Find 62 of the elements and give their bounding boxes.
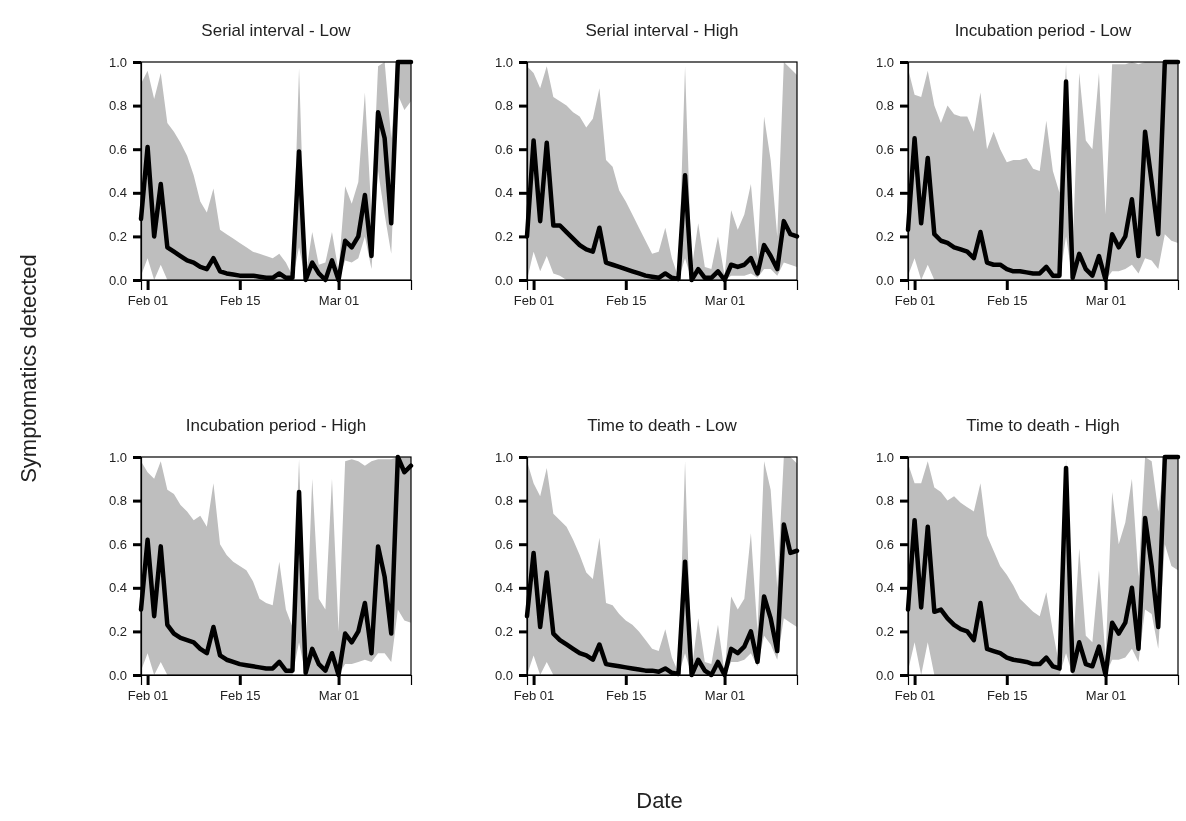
y-tick-label: 0.4: [108, 580, 127, 596]
y-tick-label: 0.8: [494, 98, 513, 114]
x-tick-label: Mar 01: [1085, 688, 1127, 704]
x-tick-label: Feb 01: [127, 688, 169, 704]
y-tick-label: 0.6: [875, 141, 894, 157]
y-tick-label: 0.8: [108, 493, 127, 509]
y-tick-label: 0.8: [494, 493, 513, 509]
x-tick-label: Feb 15: [220, 688, 261, 704]
y-tick-label: 0.0: [875, 272, 894, 288]
y-tick-label: 0.6: [108, 141, 127, 157]
x-tick-label: Feb 01: [513, 688, 555, 704]
y-tick-label: 0.8: [875, 493, 894, 509]
y-tick-label: 0.8: [108, 98, 127, 114]
x-tick-label: Feb 01: [513, 293, 555, 309]
y-tick-label: 0.6: [875, 536, 894, 552]
chart-title: Time to death - Low: [587, 416, 738, 435]
chart-title: Serial interval - Low: [201, 21, 352, 40]
x-tick-label: Feb 15: [987, 293, 1028, 309]
y-tick-label: 1.0: [108, 54, 127, 70]
y-tick-label: 1.0: [108, 449, 127, 465]
y-tick-label: 0.2: [494, 229, 513, 245]
x-tick-label: Feb 15: [987, 688, 1028, 704]
y-tick-label: 0.0: [494, 272, 513, 288]
y-tick-label: 1.0: [875, 54, 894, 70]
y-tick-label: 0.2: [494, 624, 513, 640]
chart-title: Time to death - High: [966, 416, 1120, 435]
y-tick-label: 0.2: [875, 229, 894, 245]
y-tick-label: 0.2: [875, 624, 894, 640]
chart-title: Incubation period - Low: [954, 21, 1133, 40]
chart-title: Incubation period - High: [185, 416, 367, 435]
x-tick-label: Mar 01: [704, 688, 746, 704]
x-tick-label: Mar 01: [318, 293, 360, 309]
y-tick-label: 0.6: [494, 536, 513, 552]
y-tick-label: 0.0: [494, 667, 513, 683]
y-tick-label: 0.4: [875, 580, 894, 596]
y-tick-label: 0.8: [875, 98, 894, 114]
x-tick-label: Feb 01: [127, 293, 169, 309]
y-tick-label: 0.4: [494, 580, 513, 596]
x-tick-label: Mar 01: [1085, 293, 1127, 309]
x-axis-title: Date: [636, 788, 683, 813]
y-tick-label: 0.4: [494, 185, 513, 201]
x-tick-label: Feb 15: [606, 688, 647, 704]
y-tick-label: 0.6: [494, 141, 513, 157]
x-tick-label: Mar 01: [318, 688, 360, 704]
x-tick-label: Feb 01: [894, 688, 936, 704]
y-tick-label: 1.0: [494, 449, 513, 465]
y-tick-label: 0.0: [875, 667, 894, 683]
x-tick-label: Feb 15: [606, 293, 647, 309]
x-tick-label: Feb 15: [220, 293, 261, 309]
y-tick-label: 1.0: [875, 449, 894, 465]
x-tick-label: Feb 01: [894, 293, 936, 309]
x-tick-label: Mar 01: [704, 293, 746, 309]
y-tick-label: 0.2: [108, 229, 127, 245]
y-tick-label: 0.4: [108, 185, 127, 201]
y-tick-label: 0.2: [108, 624, 127, 640]
y-tick-label: 1.0: [494, 54, 513, 70]
chart-title: Serial interval - High: [585, 21, 739, 40]
y-tick-label: 0.4: [875, 185, 894, 201]
y-tick-label: 0.0: [108, 272, 127, 288]
y-tick-label: 0.6: [108, 536, 127, 552]
y-tick-label: 0.0: [108, 667, 127, 683]
y-axis-title: Symptomatics detected: [16, 254, 41, 483]
